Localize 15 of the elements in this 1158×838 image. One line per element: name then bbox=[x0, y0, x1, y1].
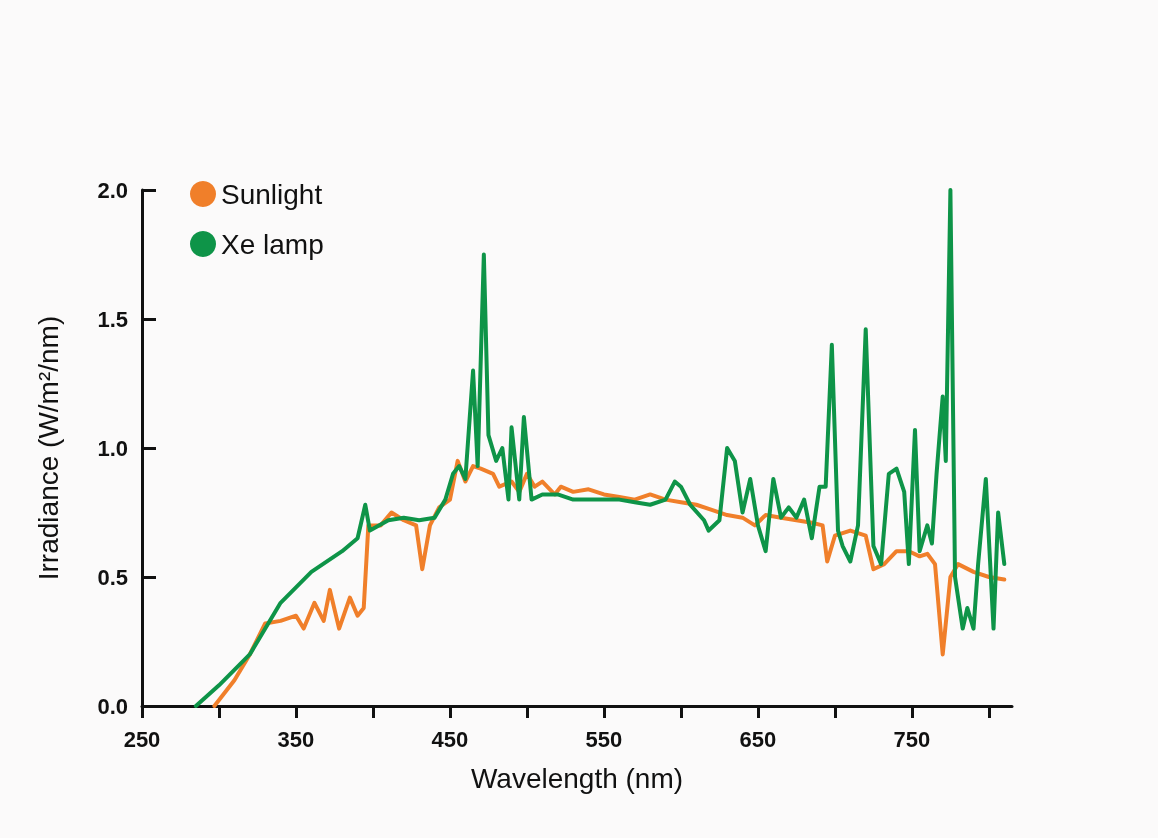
x-tick-label: 750 bbox=[893, 726, 931, 752]
y-tick-label: 0.0 bbox=[97, 693, 128, 719]
x-tick-label: 550 bbox=[585, 726, 623, 752]
x-tick-label: 450 bbox=[431, 726, 469, 752]
legend-label: Sunlight bbox=[221, 178, 323, 210]
y-tick-label: 0.5 bbox=[97, 564, 128, 590]
y-tick-label: 2.0 bbox=[97, 177, 128, 203]
x-tick-label: 350 bbox=[277, 726, 315, 752]
y-tick-label: 1.5 bbox=[97, 306, 128, 332]
x-axis-title: Wavelength (nm) bbox=[470, 762, 684, 794]
y-axis-title: Irradiance (W/m²/nm) bbox=[32, 315, 64, 581]
x-tick-label: 650 bbox=[739, 726, 777, 752]
y-tick-label: 1.0 bbox=[97, 435, 128, 461]
legend-label: Xe lamp bbox=[221, 228, 324, 260]
x-tick-label: 250 bbox=[123, 726, 161, 752]
